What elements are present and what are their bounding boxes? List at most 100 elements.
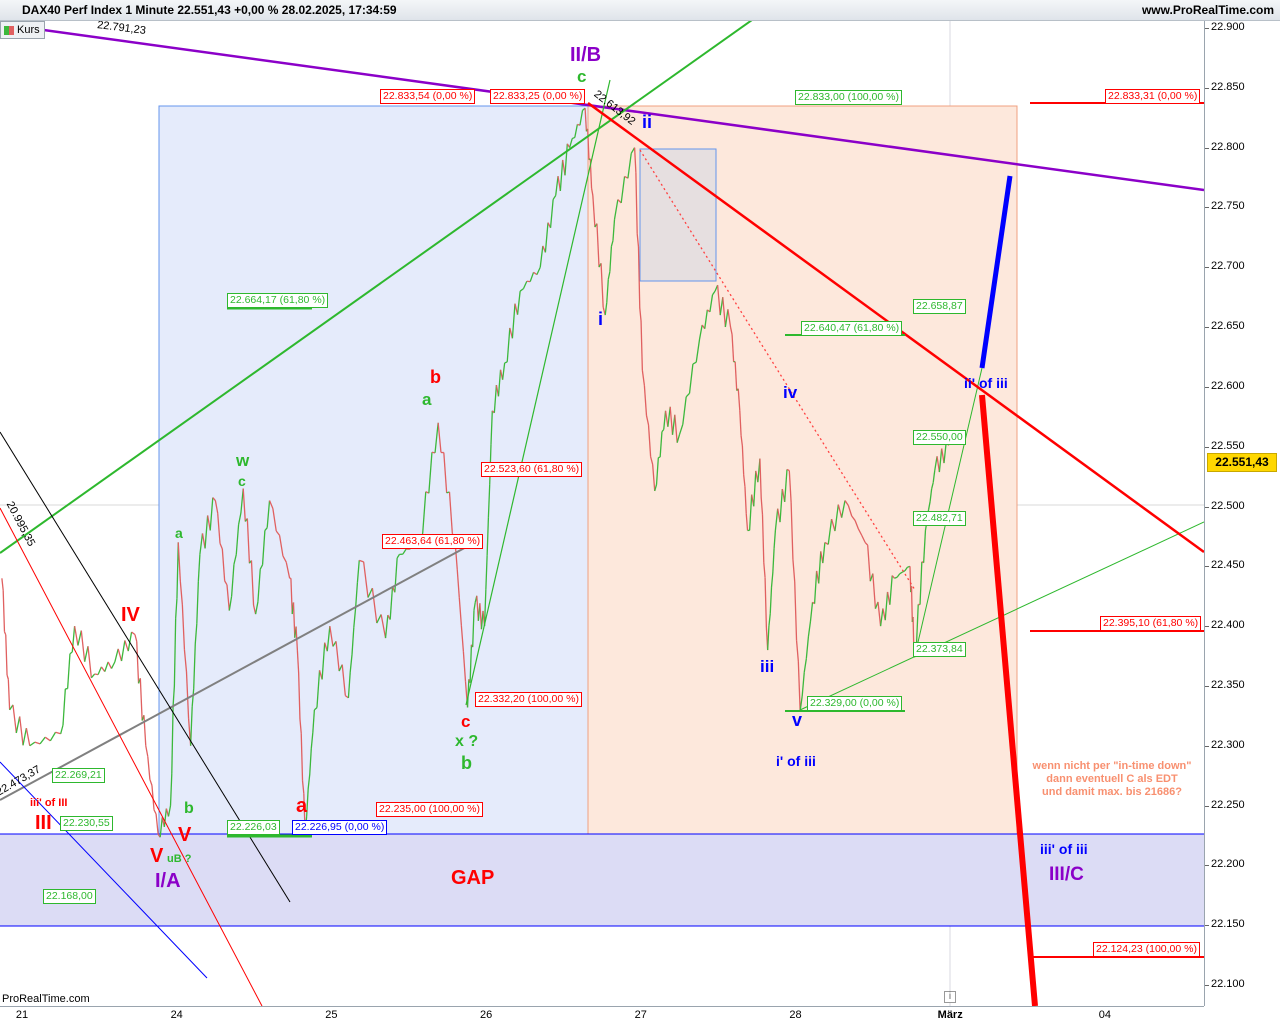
level-label[interactable]: 22.168,00 xyxy=(43,889,96,904)
level-label[interactable]: 22.373,84 xyxy=(913,642,966,657)
price-segment xyxy=(131,631,136,636)
y-tick-mark xyxy=(1205,327,1209,329)
price-segment xyxy=(584,108,588,132)
price-segment xyxy=(539,245,544,268)
blue-thin-trendline[interactable] xyxy=(0,761,208,979)
price-segment xyxy=(349,654,353,673)
level-label[interactable]: 22.640,47 (61,80 %) xyxy=(801,321,903,336)
price-segment xyxy=(242,488,246,522)
price-segment xyxy=(661,429,665,433)
red-projection-arrow[interactable] xyxy=(979,394,1038,1006)
price-segment xyxy=(230,564,235,597)
price-axis[interactable]: 22.900 22.850 22.800 22.750 22.700 22.650 22.6… xyxy=(1204,21,1280,1006)
time-axis[interactable]: 21 24 25 26 27 28 März 04 xyxy=(0,1006,1204,1024)
wave-label: x ? xyxy=(455,733,479,750)
price-segment xyxy=(516,291,521,315)
price-segment xyxy=(759,458,762,498)
price-segment xyxy=(844,500,849,506)
level-label[interactable]: 22.332,20 (100,00 %) xyxy=(475,692,582,707)
level-label[interactable]: 22.269,21 xyxy=(52,768,105,783)
price-segment xyxy=(486,517,490,556)
price-segment xyxy=(268,500,274,509)
level-label[interactable]: 22.550,00 xyxy=(913,430,966,445)
price-segment xyxy=(120,640,126,662)
level-label[interactable]: 22.664,17 (61,80 %) xyxy=(227,293,329,308)
price-segment xyxy=(29,741,36,747)
price-segment xyxy=(929,488,933,502)
level-label[interactable]: 22.833,00 (100,00 %) xyxy=(795,90,902,105)
price-segment xyxy=(199,533,204,555)
level-label[interactable]: 22.833,25 (0,00 %) xyxy=(490,89,586,104)
price-segment xyxy=(353,607,357,628)
price-segment xyxy=(389,586,394,620)
price-segment xyxy=(300,733,304,781)
level-label[interactable]: 22.235,00 (100,00 %) xyxy=(376,802,483,817)
price-segment xyxy=(698,324,703,340)
level-label[interactable]: 22.482,71 xyxy=(913,511,966,526)
price-segment xyxy=(6,674,9,680)
wave-label: iii' of iii xyxy=(1040,841,1088,857)
price-segment xyxy=(559,159,564,192)
level-label[interactable]: 22.463,64 (61,80 %) xyxy=(382,534,484,549)
info-icon[interactable]: i xyxy=(944,991,956,1003)
site-link[interactable]: www.ProRealTime.com xyxy=(1141,3,1274,17)
level-label[interactable]: 22.230,55 xyxy=(60,816,113,831)
level-label[interactable]: 22.833,31 (0,00 %) xyxy=(1105,89,1201,104)
level-label[interactable]: 22.226,03 xyxy=(227,820,280,835)
wave-label: V xyxy=(150,845,164,867)
price-segment xyxy=(313,707,318,711)
red-dotted-line[interactable] xyxy=(639,149,916,591)
price-segment xyxy=(610,240,614,247)
legend-kurs[interactable]: Kurs xyxy=(0,21,45,39)
price-segment xyxy=(153,809,157,815)
price-segment xyxy=(627,153,632,179)
price-segment xyxy=(309,748,312,775)
price-segment xyxy=(654,484,658,492)
price-segment xyxy=(767,625,770,651)
level-label[interactable]: 22.329,00 (0,00 %) xyxy=(807,696,903,711)
green-thin-trendline[interactable] xyxy=(465,79,611,706)
level-label[interactable]: 22.124,23 (100,00 %) xyxy=(1093,942,1200,957)
price-segment xyxy=(574,124,579,138)
price-segment xyxy=(316,670,321,708)
price-segment xyxy=(592,195,596,228)
level-label[interactable]: 22.658,87 xyxy=(913,299,966,314)
red-thin-trendline[interactable] xyxy=(0,507,263,1006)
price-segment xyxy=(458,597,462,626)
price-segment xyxy=(753,470,757,507)
level-label[interactable]: 22.226,95 (0,00 %) xyxy=(292,820,388,835)
x-tick-label: 24 xyxy=(170,1009,183,1021)
wave-label: II/B xyxy=(570,44,602,66)
level-label[interactable]: 22.395,10 (61,80 %) xyxy=(1100,616,1202,631)
price-segment xyxy=(177,542,181,582)
price-segment xyxy=(134,634,138,642)
price-segment xyxy=(837,504,843,518)
price-segment xyxy=(813,570,818,604)
wave-label: I/A xyxy=(155,870,181,892)
price-segment xyxy=(857,528,863,536)
purple-trendline[interactable] xyxy=(0,22,1204,192)
level-label[interactable]: 22.833,54 (0,00 %) xyxy=(380,89,476,104)
price-segment xyxy=(136,641,140,684)
chart-plot-area[interactable]: 22.833,54 (0,00 %) 22.833,25 (0,00 %) 22… xyxy=(0,21,1204,1006)
price-segment xyxy=(709,294,714,312)
price-segment xyxy=(437,422,442,453)
price-segment xyxy=(786,468,790,472)
price-segment xyxy=(667,406,671,427)
y-tick-mark xyxy=(1205,87,1209,89)
price-segment xyxy=(307,774,311,789)
gray-trendline[interactable] xyxy=(0,544,471,801)
price-segment xyxy=(676,434,681,443)
price-segment xyxy=(645,415,650,426)
wave-label: ii xyxy=(642,112,653,132)
price-segment xyxy=(90,673,96,679)
green-trendline[interactable] xyxy=(0,21,753,554)
x-tick-label: 25 xyxy=(325,1009,338,1021)
blue-projection-arrow[interactable] xyxy=(979,175,1013,369)
price-segment xyxy=(329,626,334,647)
level-label[interactable]: 22.523,60 (61,80 %) xyxy=(481,462,583,477)
price-segment xyxy=(490,410,493,445)
y-tick-mark xyxy=(1205,386,1209,388)
price-segment xyxy=(682,396,687,425)
price-segment xyxy=(259,564,264,570)
